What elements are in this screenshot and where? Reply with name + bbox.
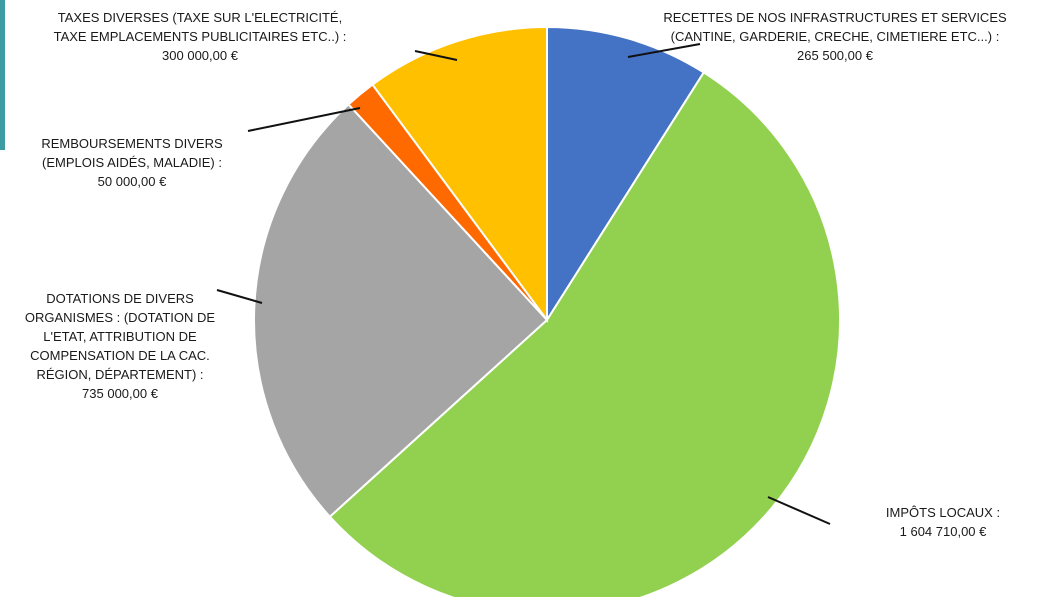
slice-label-1-line-1: 1 604 710,00 €	[900, 524, 988, 539]
accent-side-bar	[0, 0, 5, 150]
slice-label-0: RECETTES DE NOS INFRASTRUCTURES ET SERVI…	[663, 10, 1007, 63]
slice-label-0-line-2: 265 500,00 €	[797, 48, 874, 63]
slice-label-1: IMPÔTS LOCAUX : 1 604 710,00 €	[886, 505, 1000, 539]
slice-label-2-line-4: RÉGION, DÉPARTEMENT) :	[36, 367, 203, 382]
slice-label-2-line-2: L'ETAT, ATTRIBUTION DE	[43, 329, 197, 344]
slice-label-2-line-0: DOTATIONS DE DIVERS	[46, 291, 194, 306]
pie-slice-4	[371, 25, 548, 324]
leader-line-4	[414, 50, 458, 61]
slice-label-3-line-0: REMBOURSEMENTS DIVERS	[41, 136, 223, 151]
slice-label-3-line-2: 50 000,00 €	[98, 174, 167, 189]
slice-label-0-line-1: (CANTINE, GARDERIE, CRECHE, CIMETIERE ET…	[671, 29, 1000, 44]
slice-label-0-line-0: RECETTES DE NOS INFRASTRUCTURES ET SERVI…	[663, 10, 1007, 25]
slice-label-2-line-3: COMPENSATION DE LA CAC.	[30, 348, 210, 363]
leader-line-2	[216, 289, 263, 304]
slices-layer	[253, 25, 842, 602]
slice-label-2: DOTATIONS DE DIVERS ORGANISMES : (DOTATIO…	[25, 291, 216, 401]
slice-label-4: TAXES DIVERSES (TAXE SUR L'ELECTRICITÉ, T…	[54, 10, 347, 63]
slice-label-2-line-5: 735 000,00 €	[82, 386, 159, 401]
slice-label-4-line-1: TAXE EMPLACEMENTS PUBLICITAIRES ETC..) :	[54, 29, 347, 44]
pie-slice-0	[546, 25, 706, 324]
leader-line-3	[247, 107, 361, 132]
slice-label-2-line-1: ORGANISMES : (DOTATION DE	[25, 310, 216, 325]
labels-layer: RECETTES DE NOS INFRASTRUCTURES ET SERVI…	[25, 10, 1007, 539]
leader-lines-layer	[216, 43, 831, 525]
slice-label-1-line-0: IMPÔTS LOCAUX :	[886, 505, 1000, 520]
slice-label-3-line-1: (EMPLOIS AIDÉS, MALADIE) :	[42, 155, 222, 170]
slice-label-4-line-2: 300 000,00 €	[162, 48, 239, 63]
leader-line-0	[627, 43, 701, 58]
slice-label-4-line-0: TAXES DIVERSES (TAXE SUR L'ELECTRICITÉ,	[58, 10, 342, 25]
pie-slice-2	[253, 103, 549, 519]
slice-label-3: REMBOURSEMENTS DIVERS (EMPLOIS AIDÉS, MAL…	[41, 136, 223, 189]
leader-line-1	[767, 496, 831, 525]
